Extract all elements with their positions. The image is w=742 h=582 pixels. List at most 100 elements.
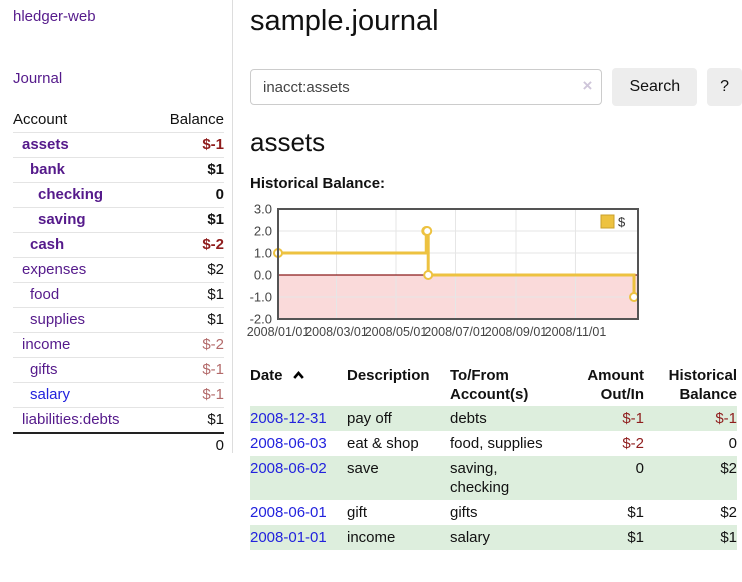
transaction-accounts: gifts: [450, 504, 478, 521]
accounts-total-row: 0: [13, 432, 224, 458]
transaction-amount: $-1: [622, 410, 644, 427]
account-link[interactable]: salary: [30, 386, 71, 403]
transaction-accounts: salary: [450, 529, 491, 546]
register-header-date[interactable]: Date: [250, 364, 347, 406]
transaction-description: income: [347, 529, 396, 546]
header-line1: Date: [250, 366, 347, 385]
transaction-date-link[interactable]: 2008-06-02: [250, 460, 327, 477]
account-link[interactable]: gifts: [30, 361, 58, 378]
account-name-cell: expenses: [13, 257, 153, 283]
chart-title: Historical Balance:: [250, 175, 386, 192]
y-tick-label: 0.0: [254, 268, 272, 283]
account-balance: $1: [152, 307, 224, 333]
balance-chart-svg: $3.0 2.0 1.0 0.0 -1.0 -2.02008/01/012008/03/0…: [247, 202, 639, 339]
header-line1: To/From: [450, 367, 509, 384]
accounts-header-balance: Balance: [169, 111, 224, 128]
transaction-date-link[interactable]: 2008-06-03: [250, 435, 327, 452]
transaction-amount: 0: [635, 460, 644, 477]
register-table: Date Description To/From Account(s) Amount O…: [250, 364, 737, 550]
account-name-cell: liabilities:debts: [13, 407, 153, 433]
sidebar: hledger-web Journal Account Balance asse…: [0, 0, 233, 458]
brand-link[interactable]: hledger-web: [13, 8, 96, 25]
account-name-cell: saving: [13, 207, 153, 233]
transaction-row: 2008-06-01 gift gifts $1 $2: [250, 500, 737, 525]
transaction-balance: $-1: [715, 410, 737, 427]
account-link[interactable]: saving: [38, 211, 86, 228]
x-tick-label: 2008/01/01: [247, 325, 310, 339]
account-name-cell: salary: [13, 382, 153, 408]
transaction-date-cell: 2008-06-01: [250, 500, 347, 525]
account-row: salary $-1: [13, 382, 224, 408]
account-name-cell: cash: [13, 232, 153, 258]
account-balance: $-1: [152, 132, 224, 158]
account-row: supplies $1: [13, 307, 224, 333]
search-button[interactable]: Search: [612, 68, 698, 106]
transaction-date-link[interactable]: 2008-12-31: [250, 410, 327, 427]
help-button[interactable]: ?: [707, 68, 742, 106]
account-link[interactable]: food: [30, 286, 60, 303]
x-tick-label: 2008/07/01: [424, 325, 487, 339]
x-tick-label: 2008/05/01: [365, 325, 428, 339]
account-balance: $1: [152, 207, 224, 233]
transaction-date-link[interactable]: 2008-01-01: [250, 529, 327, 546]
transaction-description: eat & shop: [347, 435, 419, 452]
header-line1: Description: [347, 367, 430, 384]
account-row: checking 0: [13, 182, 224, 208]
register-header-amount: Amount Out/In: [560, 364, 644, 406]
account-balance: $-1: [152, 357, 224, 383]
account-link[interactable]: income: [22, 336, 71, 353]
account-link[interactable]: expenses: [22, 261, 87, 278]
transaction-accounts: saving, checking: [450, 460, 510, 496]
transaction-date-cell: 2008-06-03: [250, 431, 347, 456]
account-row: liabilities:debts $1: [13, 407, 224, 433]
account-row: cash $-2: [13, 232, 224, 258]
account-row: food $1: [13, 282, 224, 308]
historical-balance-chart: $3.0 2.0 1.0 0.0 -1.0 -2.0 2008/01/01 2008/03/0…: [246, 202, 742, 343]
account-heading: assets: [250, 127, 326, 157]
nav-journal-link[interactable]: Journal: [13, 70, 63, 87]
transaction-balance: 0: [728, 435, 737, 452]
transaction-balance: $1: [720, 529, 737, 546]
account-balance: $1: [152, 157, 224, 183]
transaction-row: 2008-06-02 save saving, checking 0 $2: [250, 456, 737, 500]
transaction-balance: $2: [720, 504, 737, 521]
y-tick-label: 1.0: [254, 246, 272, 261]
clear-search-icon[interactable]: ×: [582, 76, 593, 95]
account-name-cell: supplies: [13, 307, 153, 333]
account-row: income $-2: [13, 332, 224, 358]
search-input-wrap: ×: [250, 69, 603, 105]
account-link[interactable]: cash: [30, 236, 65, 253]
x-tick-label: 2008/03/01: [305, 325, 368, 339]
header-line2: Out/In: [600, 386, 644, 403]
transaction-amount: $1: [627, 504, 644, 521]
register-header-to-from: To/From Account(s): [450, 364, 560, 406]
transaction-amount: $1: [627, 529, 644, 546]
transaction-description: pay off: [347, 410, 392, 427]
account-link[interactable]: bank: [30, 161, 66, 178]
account-balance: $-2: [152, 232, 224, 258]
transaction-date-cell: 2008-06-02: [250, 456, 347, 500]
account-name-cell: bank: [13, 157, 153, 183]
account-row: bank $1: [13, 157, 224, 183]
header-line1: Historical: [668, 367, 737, 384]
register-header-description: Description: [347, 364, 450, 406]
search-input[interactable]: [250, 69, 603, 105]
legend-swatch: [600, 214, 615, 229]
transaction-accounts: debts: [450, 410, 487, 427]
account-link[interactable]: assets: [22, 136, 69, 153]
account-balance: $1: [152, 407, 224, 433]
account-link[interactable]: checking: [38, 186, 104, 203]
account-balance: 0: [152, 182, 224, 208]
legend-label: $: [618, 215, 626, 230]
header-line2: Balance: [679, 386, 737, 403]
transaction-amount: $-2: [622, 435, 644, 452]
account-link[interactable]: liabilities:debts: [22, 411, 120, 428]
accounts-header-account: Account: [13, 111, 68, 128]
transaction-date-cell: 2008-12-31: [250, 406, 347, 431]
account-link[interactable]: supplies: [30, 311, 86, 328]
account-name-cell: food: [13, 282, 153, 308]
transaction-date-link[interactable]: 2008-06-01: [250, 504, 327, 521]
search-form: × Search ?: [250, 68, 742, 106]
account-name-cell: gifts: [13, 357, 153, 383]
transaction-balance: $2: [720, 460, 737, 477]
